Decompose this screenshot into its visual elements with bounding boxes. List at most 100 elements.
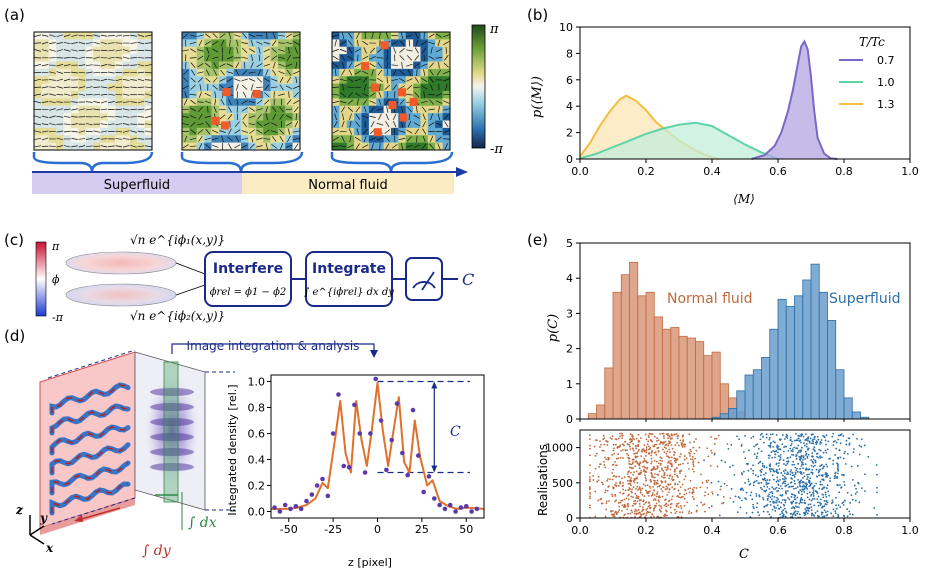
- scatter-point-Superfluid: [848, 510, 851, 513]
- scatter-point-Normal fluid: [603, 464, 606, 466]
- scatter-point-Superfluid: [810, 482, 813, 485]
- scatter-point-Normal fluid: [613, 452, 616, 455]
- data-point: [416, 453, 421, 458]
- scatter-point-Superfluid: [740, 472, 743, 474]
- scatter-point-Superfluid: [764, 472, 767, 474]
- scatter-point-Superfluid: [792, 512, 795, 515]
- scatter-point-Superfluid: [767, 495, 770, 498]
- scatter-point-Normal fluid: [605, 440, 607, 442]
- scatter-point-Superfluid: [747, 478, 750, 481]
- scatter-point-Normal fluid: [692, 446, 695, 449]
- scatter-point-Normal fluid: [637, 443, 640, 446]
- scatter-point-Superfluid: [799, 468, 801, 470]
- scatter-point-Superfluid: [855, 487, 857, 490]
- scatter-point-Superfluid: [791, 448, 794, 451]
- spin-arrow: [122, 34, 130, 37]
- scatter-point-Normal fluid: [667, 465, 669, 467]
- spin-arrow: [340, 92, 346, 98]
- data-point: [272, 505, 277, 510]
- spin-arrow: [334, 69, 337, 76]
- scatter-point-Superfluid: [843, 481, 845, 483]
- spin-arrow: [130, 42, 137, 45]
- spin-arrow: [401, 32, 404, 40]
- scatter-point-Superfluid: [838, 449, 841, 452]
- scatter-point-Superfluid: [811, 498, 814, 500]
- spin-arrow: [228, 128, 232, 135]
- scatter-point-Superfluid: [794, 439, 796, 442]
- scatter-point-Normal fluid: [646, 510, 649, 513]
- scatter-point-Normal fluid: [665, 502, 668, 505]
- d-dash-4: [51, 497, 136, 525]
- scatter-point-Superfluid: [745, 512, 748, 514]
- e-xtick-label: 0.6: [769, 524, 787, 537]
- spin-arrow: [115, 116, 123, 118]
- scatter-point-Superfluid: [755, 492, 758, 495]
- scatter-point-Normal fluid: [604, 456, 606, 459]
- scatter-point-Superfluid: [813, 497, 816, 500]
- scatter-point-Superfluid: [770, 490, 773, 493]
- spin-arrow: [205, 69, 210, 76]
- data-point: [453, 509, 458, 514]
- spin-arrow: [376, 77, 383, 83]
- spin-arrow: [115, 78, 123, 82]
- scatter-point-Superfluid: [798, 502, 801, 505]
- spin-arrow: [71, 34, 78, 37]
- scatter-point-Superfluid: [806, 476, 809, 478]
- vortex-marker: [388, 101, 397, 110]
- scatter-point-Normal fluid: [643, 495, 646, 498]
- spin-arrow: [386, 106, 389, 113]
- scatter-point-Normal fluid: [652, 515, 655, 518]
- scatter-point-Superfluid: [793, 463, 796, 466]
- scatter-point-Superfluid: [786, 457, 789, 460]
- scatter-point-Normal fluid: [692, 463, 695, 466]
- spin-arrow: [41, 123, 49, 126]
- scatter-point-Normal fluid: [628, 482, 631, 485]
- scatter-point-Superfluid: [804, 463, 807, 466]
- b-ytick-label: 4: [566, 100, 573, 113]
- spin-arrow: [362, 55, 369, 60]
- spin-arrow: [137, 130, 145, 133]
- scatter-point-Normal fluid: [612, 475, 615, 478]
- scatter-point-Normal fluid: [637, 473, 640, 476]
- scatter-point-Superfluid: [744, 457, 747, 460]
- scatter-point-Superfluid: [812, 486, 815, 488]
- scatter-point-Normal fluid: [589, 478, 591, 481]
- scatter-point-Normal fluid: [729, 497, 732, 500]
- scatter-point-Superfluid: [789, 481, 792, 484]
- spin-arrow: [34, 130, 41, 133]
- scatter-point-Normal fluid: [644, 474, 646, 476]
- scatter-point-Superfluid: [778, 508, 781, 510]
- scatter-point-Superfluid: [808, 498, 811, 501]
- scatter-point-Superfluid: [799, 498, 802, 501]
- scatter-point-Superfluid: [739, 506, 742, 509]
- scatter-point-Superfluid: [795, 439, 798, 442]
- scatter-point-Superfluid: [796, 467, 798, 470]
- spin-arrow: [429, 62, 435, 68]
- data-point: [469, 509, 474, 514]
- scatter-point-Normal fluid: [676, 483, 679, 486]
- spin-arrow: [34, 93, 42, 96]
- scatter-point-Superfluid: [813, 450, 816, 453]
- scatter-point-Normal fluid: [665, 510, 668, 513]
- scatter-point-Normal fluid: [706, 486, 709, 489]
- atom-layer-phase: [51, 384, 129, 413]
- spin-arrow: [437, 39, 441, 47]
- normal-fluid-bar: [242, 172, 454, 194]
- scatter-point-Normal fluid: [599, 463, 602, 466]
- scatter-point-Superfluid: [749, 483, 752, 485]
- scatter-point-Superfluid: [765, 466, 768, 469]
- scatter-point-Superfluid: [798, 513, 801, 516]
- spin-arrow: [122, 101, 130, 103]
- scatter-point-Superfluid: [758, 514, 761, 517]
- scatter-point-Superfluid: [875, 464, 878, 466]
- scatter-point-Superfluid: [801, 498, 804, 501]
- spin-arrow: [115, 42, 123, 44]
- scatter-point-Superfluid: [837, 456, 839, 459]
- spin-arrow: [212, 84, 218, 90]
- vortex-marker: [370, 83, 379, 92]
- spin-arrow: [286, 99, 292, 105]
- spin-arrow: [71, 116, 78, 118]
- spin-arrow: [207, 106, 209, 113]
- b-ylabel: p(⟨M⟩): [530, 76, 545, 118]
- scatter-point-Superfluid: [827, 490, 830, 493]
